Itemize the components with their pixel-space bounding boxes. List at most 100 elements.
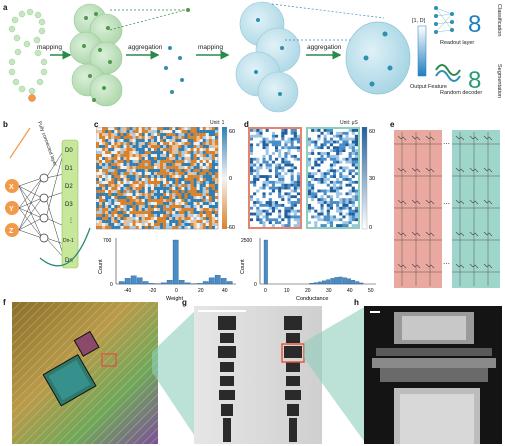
weight-cell: [160, 202, 164, 206]
weight-cell: [178, 148, 182, 152]
conductance-cell: [345, 215, 349, 219]
weight-cell: [157, 172, 161, 176]
weight-cell: [172, 127, 176, 131]
weight-cell: [196, 142, 200, 146]
hidden-nodes: [39, 173, 49, 243]
weight-cell: [120, 157, 124, 161]
weight-cell: [111, 139, 115, 143]
weight-cell: [157, 226, 161, 230]
weight-cell: [157, 211, 161, 215]
conductance-cell: [311, 180, 315, 184]
conductance-cell: [348, 203, 352, 207]
conductance-cell: [265, 154, 269, 158]
weight-cell: [153, 208, 158, 212]
conductance-cell: [317, 215, 321, 219]
weight-cell: [99, 148, 103, 152]
conductance-cell: [323, 180, 327, 184]
conductance-cell: [354, 163, 359, 167]
conductance-cell: [311, 137, 315, 141]
point-cloud-eight: [8, 8, 48, 102]
weight-cell: [187, 199, 191, 203]
conductance-cell: [287, 172, 291, 176]
weight-cell: [187, 196, 191, 200]
conductance-cell: [311, 215, 315, 219]
weight-cell: [114, 175, 118, 179]
conductance-cell: [265, 131, 269, 135]
conductance-cell: [348, 146, 352, 150]
conductance-cell: [262, 154, 266, 158]
conductance-cell: [329, 129, 334, 132]
conductance-cell: [342, 180, 346, 184]
conductance-cell: [354, 209, 359, 213]
conductance-cell: [323, 172, 327, 176]
weight-cell: [163, 220, 167, 224]
weight-cell: [202, 160, 206, 164]
weight-cell: [157, 202, 161, 206]
weight-cell: [111, 136, 115, 140]
weight-cell: [172, 205, 176, 209]
weight-cell: [205, 214, 209, 218]
conductance-cell: [342, 212, 346, 216]
weight-cell: [187, 166, 191, 170]
svg-text:⋯: ⋯: [443, 141, 450, 148]
conductance-cell: [271, 183, 276, 187]
conductance-cell: [256, 157, 260, 161]
conductance-cell: [333, 195, 337, 199]
conductance-cell: [296, 134, 301, 138]
weight-cell: [187, 217, 191, 221]
weight-cell: [163, 145, 167, 149]
conductance-cell: [287, 221, 291, 225]
conductance-cell: [323, 212, 327, 216]
conductance-cell: [290, 163, 294, 167]
weight-cell: [157, 148, 161, 152]
conductance-cell: [287, 218, 291, 222]
conductance-cell: [317, 131, 321, 135]
weight-cell: [202, 169, 206, 173]
conductance-cell: [250, 140, 254, 144]
weight-cell: [138, 127, 142, 131]
weight-cell: [205, 169, 209, 173]
weight-cell: [163, 202, 167, 206]
weight-histogram: 700 0 Count -40 -20 0 20 40 Weight: [98, 238, 236, 302]
conductance-cell: [326, 131, 330, 135]
weight-cell: [129, 160, 133, 164]
conductance-cell: [314, 186, 318, 190]
conductance-cell: [268, 140, 272, 144]
memristor-device: [455, 263, 465, 269]
conductance-cell: [253, 157, 257, 161]
weight-cell: [138, 166, 142, 170]
conductance-cell: [342, 134, 346, 138]
weight-cell: [144, 142, 148, 146]
conductance-cell: [329, 206, 334, 210]
weight-cell: [129, 157, 133, 161]
weight-cell: [114, 217, 118, 221]
weight-cell: [102, 175, 106, 179]
conductance-cell: [259, 209, 263, 213]
weight-cell: [135, 166, 139, 170]
conductance-cell: [345, 218, 349, 222]
weight-cell: [144, 163, 148, 167]
weight-cell: [153, 199, 158, 203]
weight-cell: [99, 130, 103, 134]
conductance-cell: [336, 183, 340, 187]
conductance-cell: [287, 183, 291, 187]
conductance-cell: [268, 218, 272, 222]
weight-cell: [211, 154, 216, 158]
conductance-cell: [293, 160, 297, 164]
weight-cell: [111, 196, 115, 200]
conductance-cell: [320, 152, 324, 156]
weight-cell: [163, 214, 167, 218]
conductance-cell: [354, 206, 359, 210]
conductance-cell: [345, 192, 349, 196]
weight-cell: [187, 202, 191, 206]
weight-cell: [157, 157, 161, 161]
conductance-cell: [342, 186, 346, 190]
conductance-cell: [296, 175, 301, 179]
weight-cell: [193, 163, 197, 167]
conductance-cell: [345, 209, 349, 213]
weight-cell: [187, 163, 191, 167]
conductance-cell: [250, 149, 254, 153]
weight-cell: [214, 178, 219, 182]
weight-cell: [172, 196, 176, 200]
weight-cell: [214, 172, 219, 176]
